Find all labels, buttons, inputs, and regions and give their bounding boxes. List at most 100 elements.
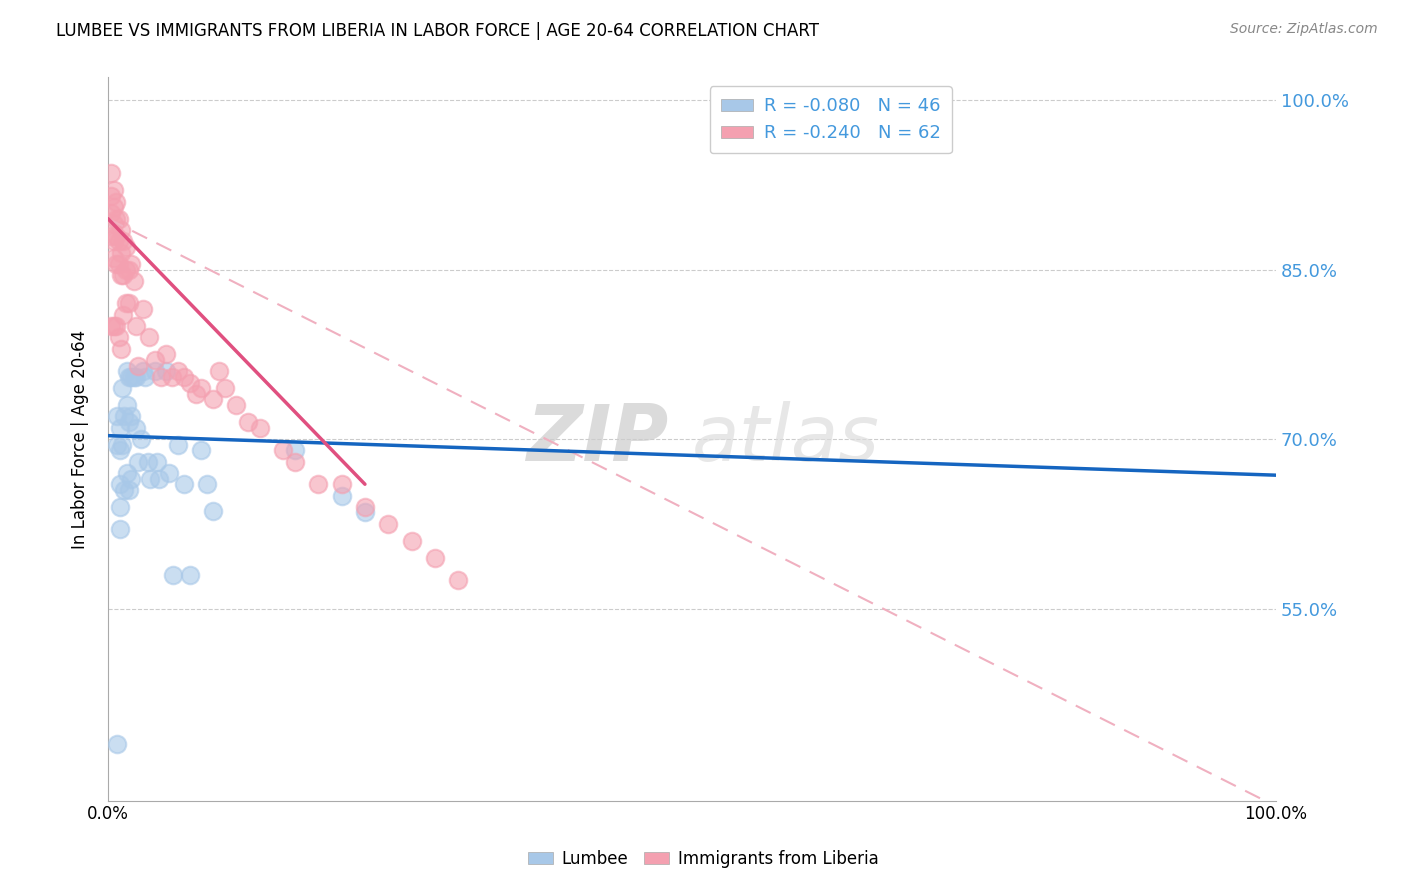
Point: [110, 223, 132, 237]
Point: [100, 166, 122, 180]
Point: [271, 443, 294, 458]
Point: [107, 330, 129, 344]
Point: [249, 421, 271, 435]
Point: [127, 455, 149, 469]
Point: [112, 483, 135, 497]
Point: [354, 500, 377, 514]
Point: [157, 466, 180, 480]
Point: [190, 381, 212, 395]
Point: [284, 443, 307, 458]
Point: [111, 438, 134, 452]
Point: [330, 477, 353, 491]
Point: [100, 228, 122, 243]
Point: [100, 319, 122, 334]
Point: [129, 432, 152, 446]
Point: [146, 455, 169, 469]
Legend: R = -0.080   N = 46, R = -0.240   N = 62: R = -0.080 N = 46, R = -0.240 N = 62: [710, 87, 952, 153]
Point: [167, 438, 190, 452]
Point: [105, 194, 128, 209]
Point: [179, 376, 201, 390]
Point: [105, 438, 128, 452]
Point: [120, 370, 142, 384]
Point: [118, 370, 141, 384]
Point: [100, 206, 122, 220]
Point: [214, 381, 236, 395]
Point: [112, 308, 135, 322]
Point: [111, 381, 134, 395]
Point: [148, 472, 170, 486]
Point: [103, 319, 125, 334]
Point: [105, 737, 128, 751]
Text: atlas: atlas: [692, 401, 880, 477]
Point: [115, 364, 138, 378]
Point: [160, 370, 183, 384]
Point: [447, 574, 470, 588]
Point: [112, 234, 135, 248]
Point: [105, 319, 128, 334]
Point: [138, 330, 160, 344]
Point: [125, 421, 148, 435]
Point: [122, 274, 145, 288]
Point: [307, 477, 329, 491]
Point: [401, 533, 423, 548]
Point: [115, 466, 138, 480]
Point: [112, 409, 135, 424]
Point: [103, 200, 125, 214]
Point: [149, 370, 172, 384]
Point: [108, 477, 131, 491]
Point: [118, 483, 141, 497]
Point: [107, 234, 129, 248]
Point: [125, 370, 148, 384]
Point: [134, 370, 156, 384]
Point: [132, 302, 155, 317]
Text: Source: ZipAtlas.com: Source: ZipAtlas.com: [1230, 22, 1378, 37]
Point: [103, 234, 125, 248]
Point: [105, 257, 128, 271]
Point: [105, 211, 128, 226]
Point: [103, 252, 125, 266]
Point: [179, 567, 201, 582]
Point: [136, 455, 159, 469]
Point: [115, 398, 138, 412]
Point: [105, 228, 128, 243]
Point: [103, 183, 125, 197]
Point: [112, 268, 135, 283]
Point: [114, 296, 136, 310]
Point: [100, 189, 122, 203]
Point: [125, 319, 148, 334]
Point: [108, 421, 131, 435]
Point: [143, 364, 166, 378]
Point: [127, 359, 149, 373]
Point: [114, 240, 136, 254]
Point: [120, 472, 142, 486]
Point: [173, 477, 195, 491]
Point: [118, 262, 141, 277]
Point: [110, 245, 132, 260]
Point: [155, 364, 177, 378]
Point: [202, 392, 225, 407]
Point: [108, 500, 131, 514]
Point: [208, 364, 231, 378]
Point: [120, 409, 142, 424]
Text: ZIP: ZIP: [526, 401, 669, 477]
Y-axis label: In Labor Force | Age 20-64: In Labor Force | Age 20-64: [72, 329, 89, 549]
Point: [132, 364, 155, 378]
Point: [236, 415, 259, 429]
Point: [114, 262, 136, 277]
Point: [167, 364, 190, 378]
Text: LUMBEE VS IMMIGRANTS FROM LIBERIA IN LABOR FORCE | AGE 20-64 CORRELATION CHART: LUMBEE VS IMMIGRANTS FROM LIBERIA IN LAB…: [56, 22, 820, 40]
Legend: Lumbee, Immigrants from Liberia: Lumbee, Immigrants from Liberia: [520, 844, 886, 875]
Point: [122, 370, 145, 384]
Point: [110, 342, 132, 356]
Point: [108, 523, 131, 537]
Point: [423, 550, 446, 565]
Point: [173, 370, 195, 384]
Point: [184, 387, 207, 401]
Point: [354, 506, 377, 520]
Point: [139, 472, 162, 486]
Point: [105, 409, 128, 424]
Point: [107, 257, 129, 271]
Point: [330, 489, 353, 503]
Point: [225, 398, 247, 412]
Point: [110, 268, 132, 283]
